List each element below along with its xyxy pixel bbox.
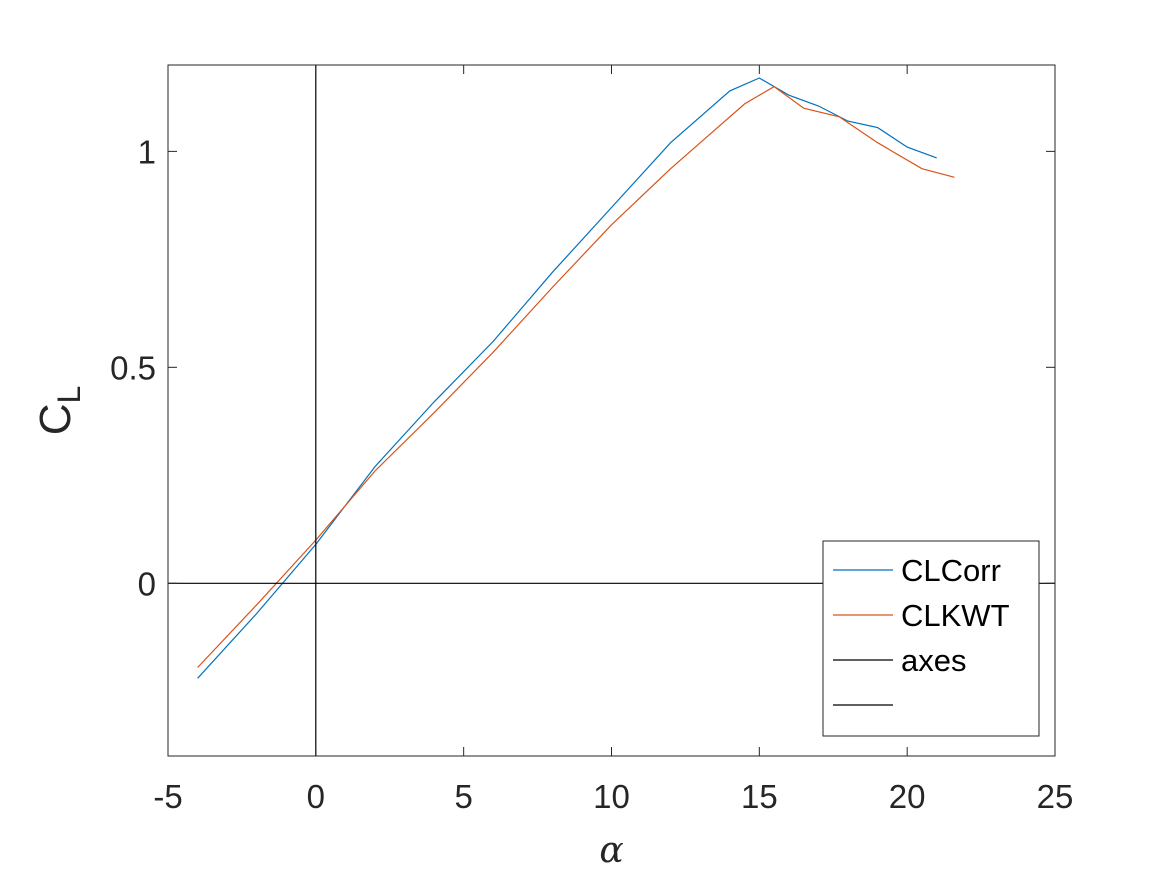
tick-marks: [167, 65, 1056, 756]
plot-series-group: [168, 65, 1055, 756]
y-axis-title-main: C: [31, 404, 80, 436]
legend-box: [822, 540, 1040, 737]
y-tick-label: 0.5: [110, 349, 156, 386]
y-tick-label: 1: [138, 133, 156, 170]
y-axis-title-subscript: L: [51, 386, 87, 404]
legend-label: CLKWT: [901, 598, 1010, 633]
x-tick-label: -5: [153, 778, 182, 815]
x-tick-label: 20: [889, 778, 926, 815]
y-tick-label: 0: [138, 565, 156, 602]
x-tick-label: 10: [593, 778, 630, 815]
y-axis-title: CL: [31, 386, 87, 436]
tick-labels: -5 0 5 10 15 20 25 0 0.5 1: [110, 133, 1073, 815]
series-line-clkwt: [197, 85, 955, 668]
legend-label: CLCorr: [901, 553, 1001, 588]
x-tick-label: 25: [1037, 778, 1074, 815]
legend-label: axes: [901, 643, 966, 678]
series-line-clcorr: [197, 77, 937, 679]
x-axis-title: α: [599, 830, 623, 871]
x-tick-label: 0: [307, 778, 325, 815]
x-tick-label: 5: [454, 778, 472, 815]
legend: CLCorr CLKWT axes: [822, 540, 1040, 737]
x-tick-label: 15: [741, 778, 778, 815]
